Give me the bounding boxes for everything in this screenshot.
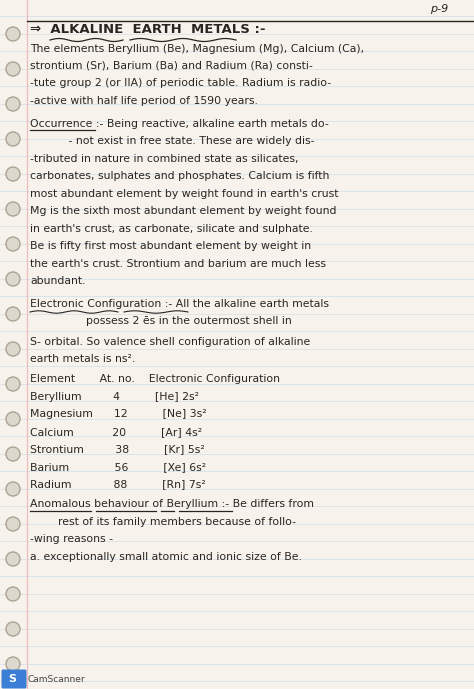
Text: S- orbital. So valence shell configuration of alkaline: S- orbital. So valence shell configurati… [30, 337, 310, 347]
Text: rest of its family members because of follo-: rest of its family members because of fo… [30, 517, 296, 527]
Text: most abundant element by weight found in earth's crust: most abundant element by weight found in… [30, 189, 338, 198]
Circle shape [6, 202, 20, 216]
Circle shape [6, 342, 20, 356]
Circle shape [6, 377, 20, 391]
Circle shape [6, 412, 20, 426]
Circle shape [6, 307, 20, 321]
Text: earth metals is ns².: earth metals is ns². [30, 354, 135, 364]
Circle shape [6, 97, 20, 111]
Text: abundant.: abundant. [30, 276, 85, 286]
Text: S: S [8, 674, 16, 684]
Text: Beryllium         4          [He] 2s²: Beryllium 4 [He] 2s² [30, 392, 199, 402]
Circle shape [6, 482, 20, 496]
Circle shape [6, 447, 20, 461]
Text: carbonates, sulphates and phosphates. Calcium is fifth: carbonates, sulphates and phosphates. Ca… [30, 172, 329, 181]
Circle shape [6, 132, 20, 146]
Text: CamScanner: CamScanner [28, 675, 86, 684]
Circle shape [6, 657, 20, 671]
Text: Be is fifty first most abundant element by weight in: Be is fifty first most abundant element … [30, 241, 311, 251]
Text: in earth's crust, as carbonate, silicate and sulphate.: in earth's crust, as carbonate, silicate… [30, 224, 313, 234]
Text: Magnesium      12          [Ne] 3s²: Magnesium 12 [Ne] 3s² [30, 409, 207, 419]
FancyBboxPatch shape [1, 670, 27, 688]
Circle shape [6, 27, 20, 41]
Text: strontium (Sr), Barium (Ba) and Radium (Ra) consti-: strontium (Sr), Barium (Ba) and Radium (… [30, 61, 313, 71]
Text: -tributed in nature in combined state as silicates,: -tributed in nature in combined state as… [30, 154, 299, 164]
Text: possess 2 ēs in the outermost shell in: possess 2 ēs in the outermost shell in [30, 316, 292, 327]
Text: Electronic Configuration :- All the alkaline earth metals: Electronic Configuration :- All the alka… [30, 299, 329, 309]
Text: -active with half life period of 1590 years.: -active with half life period of 1590 ye… [30, 96, 258, 106]
Text: Calcium           20          [Ar] 4s²: Calcium 20 [Ar] 4s² [30, 426, 202, 437]
Text: a. exceptionally small atomic and ionic size of Be.: a. exceptionally small atomic and ionic … [30, 552, 302, 562]
Text: -wing reasons -: -wing reasons - [30, 535, 113, 544]
Circle shape [6, 237, 20, 251]
Text: p-9: p-9 [430, 4, 448, 14]
Text: Radium            88          [Rn] 7s²: Radium 88 [Rn] 7s² [30, 480, 206, 489]
Circle shape [6, 62, 20, 76]
Text: the earth's crust. Strontium and barium are much less: the earth's crust. Strontium and barium … [30, 259, 326, 269]
Circle shape [6, 552, 20, 566]
Circle shape [6, 587, 20, 601]
Circle shape [6, 622, 20, 636]
Text: ⇒  ALKALINE  EARTH  METALS :-: ⇒ ALKALINE EARTH METALS :- [30, 23, 265, 36]
Text: The elements Beryllium (Be), Magnesium (Mg), Calcium (Ca),: The elements Beryllium (Be), Magnesium (… [30, 43, 364, 54]
Text: Strontium         38          [Kr] 5s²: Strontium 38 [Kr] 5s² [30, 444, 205, 454]
Text: -tute group 2 (or IIA) of periodic table. Radium is radio-: -tute group 2 (or IIA) of periodic table… [30, 79, 331, 88]
Text: Barium             56          [Xe] 6s²: Barium 56 [Xe] 6s² [30, 462, 206, 472]
Text: Mg is the sixth most abundant element by weight found: Mg is the sixth most abundant element by… [30, 206, 337, 216]
Text: Element       At. no.    Electronic Configuration: Element At. no. Electronic Configuration [30, 374, 280, 384]
Text: Anomalous behaviour of Beryllium :- Be differs from: Anomalous behaviour of Beryllium :- Be d… [30, 500, 314, 509]
Circle shape [6, 167, 20, 181]
Circle shape [6, 272, 20, 286]
Text: Occurrence :- Being reactive, alkaline earth metals do-: Occurrence :- Being reactive, alkaline e… [30, 119, 329, 129]
Circle shape [6, 517, 20, 531]
Text: - not exist in free state. These are widely dis-: - not exist in free state. These are wid… [30, 136, 315, 146]
